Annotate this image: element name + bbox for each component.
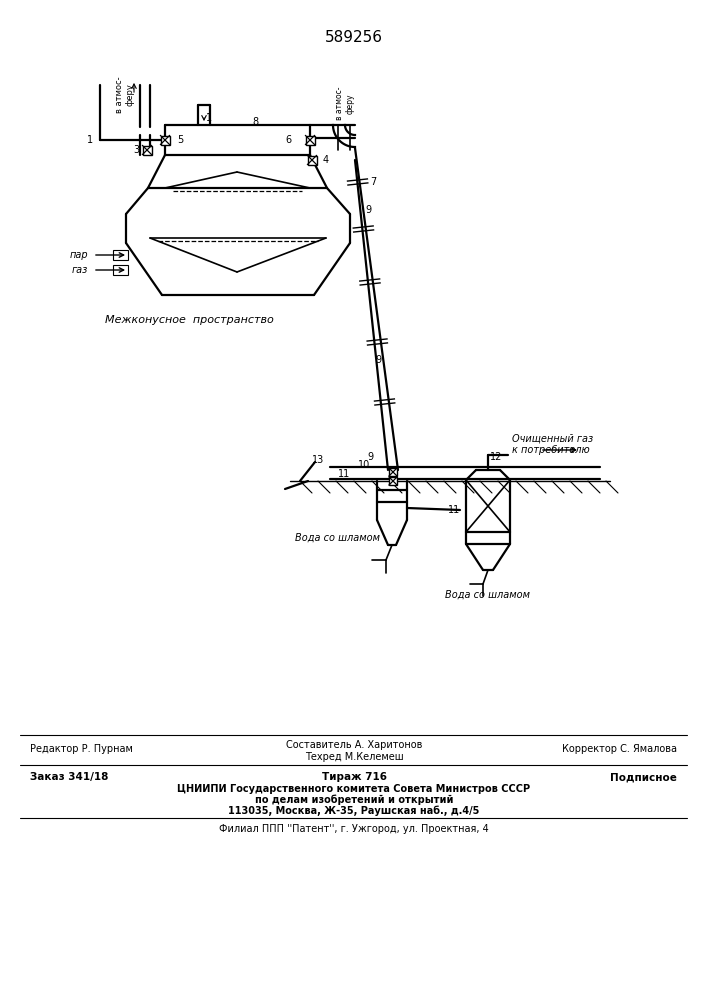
Bar [143,145,151,154]
Text: пар: пар [69,250,88,260]
Text: Техред М.Келемеш: Техред М.Келемеш [305,752,403,762]
Bar [113,265,128,275]
Text: 7: 7 [370,177,376,187]
Text: Тираж 716: Тираж 716 [322,772,387,782]
Text: 11: 11 [338,469,350,479]
Text: Редактор Р. Пурнам: Редактор Р. Пурнам [30,744,133,754]
Text: 1: 1 [206,113,212,123]
Text: Корректор С. Ямалова: Корректор С. Ямалова [562,744,677,754]
Text: в атмос-
феру: в атмос- феру [115,77,135,113]
Bar [160,135,170,144]
Text: 9: 9 [375,355,381,365]
Text: по делам изобретений и открытий: по делам изобретений и открытий [255,795,453,805]
Text: 8: 8 [252,117,258,127]
Text: Межконусное  пространство: Межконусное пространство [105,315,274,325]
Text: ЦНИИПИ Государственного комитета Совета Министров СССР: ЦНИИПИ Государственного комитета Совета … [177,784,530,794]
Text: 113035, Москва, Ж-35, Раушская наб., д.4/5: 113035, Москва, Ж-35, Раушская наб., д.4… [228,806,479,816]
Text: Очищенный газ
к потребителю: Очищенный газ к потребителю [512,433,593,455]
Text: Подписное: Подписное [610,772,677,782]
Bar [389,477,397,485]
Text: газ: газ [71,265,88,275]
Text: 6: 6 [286,135,292,145]
Text: 4: 4 [323,155,329,165]
Text: 12: 12 [490,452,503,462]
Text: 9: 9 [365,205,371,215]
Text: 3: 3 [133,145,139,155]
Bar [308,155,317,164]
Bar [389,468,397,476]
Text: Вода со шламом: Вода со шламом [445,590,530,600]
Text: 589256: 589256 [325,29,383,44]
Text: 5: 5 [177,135,183,145]
Text: 9: 9 [367,452,373,462]
Text: 10: 10 [358,460,370,470]
Text: Вода со шламом: Вода со шламом [295,533,380,543]
Text: Заказ 341/18: Заказ 341/18 [30,772,108,782]
Bar [305,135,315,144]
Text: Составитель А. Харитонов: Составитель А. Харитонов [286,740,422,750]
Text: 1: 1 [87,135,93,145]
Text: 11: 11 [448,505,460,515]
Text: 13: 13 [312,455,325,465]
Text: в атмос-
феру: в атмос- феру [335,87,355,120]
Text: Филиал ППП ''Патент'', г. Ужгород, ул. Проектная, 4: Филиал ППП ''Патент'', г. Ужгород, ул. П… [219,824,489,834]
Bar [113,250,128,260]
